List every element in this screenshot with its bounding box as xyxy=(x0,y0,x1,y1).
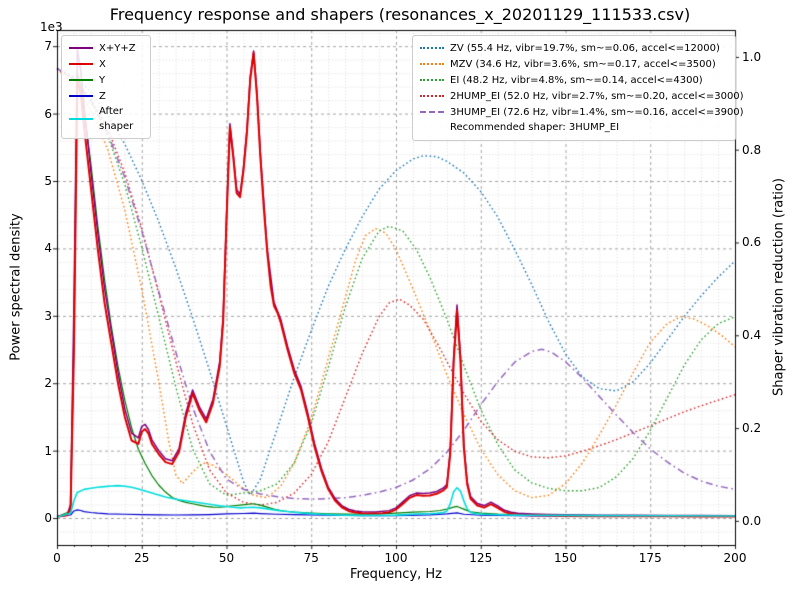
legend-line-sample xyxy=(420,63,444,65)
chart-title: Frequency response and shapers (resonanc… xyxy=(109,5,691,24)
x-tick-label: 25 xyxy=(134,551,150,565)
legend-item-label: MZV (34.6 Hz, vibr=3.6%, sm~=0.17, accel… xyxy=(450,58,716,70)
legend-item-label: ZV (55.4 Hz, vibr=19.7%, sm~=0.06, accel… xyxy=(450,42,720,54)
legend-line-sample xyxy=(69,79,93,81)
legend-item: X xyxy=(69,56,143,72)
legend-item: ZV (55.4 Hz, vibr=19.7%, sm~=0.06, accel… xyxy=(420,40,728,56)
legend-item-label: 3HUMP_EI (72.6 Hz, vibr=1.4%, sm~=0.16, … xyxy=(450,106,744,118)
legend-item: Y xyxy=(69,72,143,88)
legend-item: After shaper xyxy=(69,104,143,134)
legend-item: X+Y+Z xyxy=(69,40,143,56)
legend-line-sample xyxy=(69,95,93,97)
y-left-tick-label: 4 xyxy=(44,241,52,256)
legend-item: 3HUMP_EI (72.6 Hz, vibr=1.4%, sm~=0.16, … xyxy=(420,104,744,120)
legend-line-sample xyxy=(69,63,93,65)
recommended-shaper-note: Recommended shaper: 3HUMP_EI xyxy=(450,122,620,133)
legend-line-sample xyxy=(420,79,444,81)
legend-psd: X+Y+Z X Y Z After shaper xyxy=(61,35,151,139)
legend-line-sample xyxy=(420,95,444,97)
legend-item-label: Y xyxy=(99,74,106,86)
x-axis-label: Frequency, Hz xyxy=(349,567,443,582)
y-left-tick-label: 0 xyxy=(44,511,52,526)
x-tick-label: 0 xyxy=(53,551,61,565)
legend-item-label: 2HUMP_EI (52.0 Hz, vibr=2.7%, sm~=0.20, … xyxy=(450,90,744,102)
legend-line-sample xyxy=(69,118,93,120)
axis-scale-offset: 1e3 xyxy=(40,20,63,34)
y-axis-left-label: Power spectral density xyxy=(8,213,24,361)
x-tick-label: 125 xyxy=(469,551,493,565)
y-right-tick-label: 0.6 xyxy=(742,235,762,250)
y-left-tick-label: 6 xyxy=(44,106,52,121)
y-left-tick-label: 2 xyxy=(44,376,52,391)
y-left-tick-label: 7 xyxy=(44,39,52,54)
y-right-tick-label: 0.2 xyxy=(742,421,762,436)
y-right-tick-label: 1.0 xyxy=(742,49,762,64)
legend-item-label: X+Y+Z xyxy=(99,42,136,54)
legend-line-sample xyxy=(420,111,444,113)
legend-item: Z xyxy=(69,88,143,104)
y-right-tick-label: 0.0 xyxy=(742,513,762,528)
x-tick-label: 100 xyxy=(384,551,408,565)
x-tick-label: 150 xyxy=(554,551,577,565)
x-tick-label: 75 xyxy=(303,551,319,565)
x-tick-label: 175 xyxy=(638,551,662,565)
legend-shapers: ZV (55.4 Hz, vibr=19.7%, sm~=0.06, accel… xyxy=(412,35,744,141)
legend-item: EI (48.2 Hz, vibr=4.8%, sm~=0.14, accel<… xyxy=(420,72,728,88)
legend-item-label: Z xyxy=(99,90,106,102)
x-tick-label: 50 xyxy=(218,551,235,565)
y-left-tick-label: 3 xyxy=(44,308,52,323)
legend-line-sample xyxy=(420,47,444,49)
legend-line-sample xyxy=(69,47,93,49)
legend-item-label: EI (48.2 Hz, vibr=4.8%, sm~=0.14, accel<… xyxy=(450,74,703,86)
legend-item-label: After shaper xyxy=(99,106,134,132)
y-left-tick-label: 1 xyxy=(44,443,52,458)
y-axis-right-label: Shaper vibration reduction (ratio) xyxy=(771,178,787,396)
y-right-tick-label: 0.8 xyxy=(742,142,762,157)
legend-item: 2HUMP_EI (52.0 Hz, vibr=2.7%, sm~=0.20, … xyxy=(420,88,744,104)
legend-item-label: X xyxy=(99,58,106,70)
y-right-tick-label: 0.4 xyxy=(742,328,762,343)
legend-item: MZV (34.6 Hz, vibr=3.6%, sm~=0.17, accel… xyxy=(420,56,728,72)
x-tick-label: 200 xyxy=(723,551,747,565)
y-left-tick-label: 5 xyxy=(44,173,52,188)
